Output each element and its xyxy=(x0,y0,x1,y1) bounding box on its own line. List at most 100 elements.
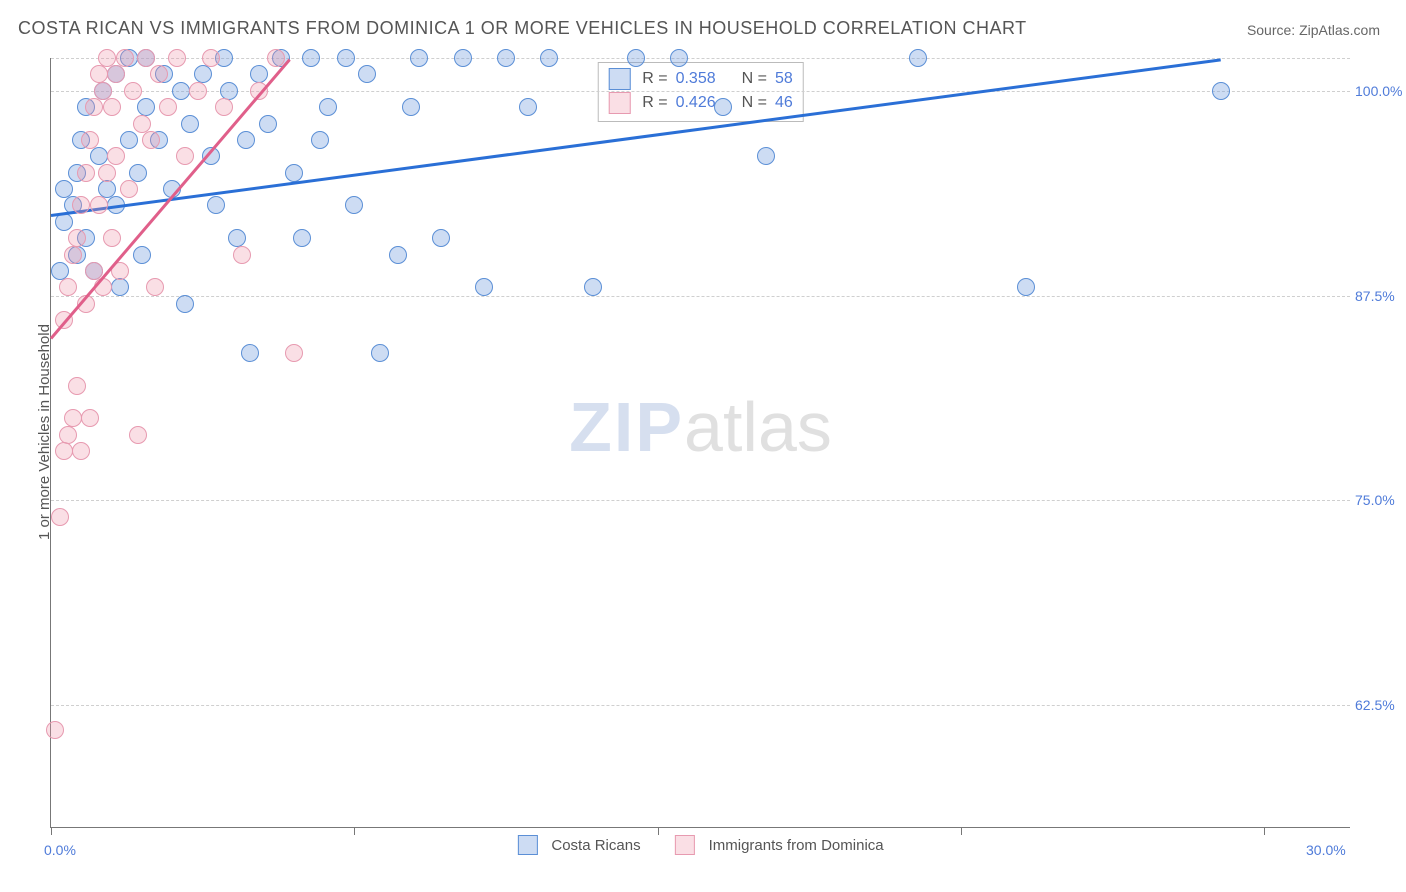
scatter-point-series-0 xyxy=(757,147,775,165)
gridline xyxy=(51,705,1350,706)
scatter-point-series-0 xyxy=(302,49,320,67)
scatter-point-series-0 xyxy=(319,98,337,116)
watermark-zip: ZIP xyxy=(569,388,684,466)
chart-title: COSTA RICAN VS IMMIGRANTS FROM DOMINICA … xyxy=(18,18,1027,39)
y-tick-label: 87.5% xyxy=(1355,288,1406,304)
scatter-point-series-0 xyxy=(497,49,515,67)
scatter-point-series-0 xyxy=(285,164,303,182)
gridline xyxy=(51,296,1350,297)
scatter-point-series-1 xyxy=(116,49,134,67)
x-axis-min-label: 0.0% xyxy=(44,842,76,858)
scatter-point-series-0 xyxy=(111,278,129,296)
gridline xyxy=(51,58,1350,59)
scatter-point-series-0 xyxy=(181,115,199,133)
gridline xyxy=(51,500,1350,501)
scatter-point-series-0 xyxy=(51,262,69,280)
legend-r-label: R = xyxy=(642,67,667,91)
scatter-point-series-0 xyxy=(432,229,450,247)
scatter-point-series-0 xyxy=(714,98,732,116)
scatter-point-series-0 xyxy=(1212,82,1230,100)
scatter-point-series-0 xyxy=(371,344,389,362)
scatter-point-series-1 xyxy=(215,98,233,116)
scatter-point-series-1 xyxy=(59,426,77,444)
scatter-point-series-0 xyxy=(194,65,212,83)
watermark-atlas: atlas xyxy=(684,388,832,466)
scatter-point-series-0 xyxy=(137,98,155,116)
watermark: ZIPatlas xyxy=(569,387,832,467)
scatter-point-series-1 xyxy=(103,229,121,247)
y-tick-label: 100.0% xyxy=(1355,83,1406,99)
scatter-point-series-1 xyxy=(103,98,121,116)
scatter-point-series-0 xyxy=(55,180,73,198)
x-tick-mark xyxy=(354,827,355,835)
scatter-point-series-1 xyxy=(98,49,116,67)
scatter-point-series-1 xyxy=(98,164,116,182)
scatter-point-series-1 xyxy=(81,409,99,427)
legend-r-value-1: 0.426 xyxy=(676,91,716,115)
scatter-point-series-1 xyxy=(68,377,86,395)
legend-stats-box: R = 0.358 N = 58 R = 0.426 N = 46 xyxy=(597,62,804,122)
swatch-series-1 xyxy=(608,92,630,114)
scatter-point-series-1 xyxy=(90,196,108,214)
scatter-point-series-1 xyxy=(81,131,99,149)
legend-label-series-0: Costa Ricans xyxy=(551,837,640,854)
scatter-point-series-0 xyxy=(98,180,116,198)
scatter-point-series-0 xyxy=(1017,278,1035,296)
scatter-point-series-1 xyxy=(72,196,90,214)
swatch-series-0 xyxy=(517,835,537,855)
scatter-point-series-0 xyxy=(250,65,268,83)
scatter-point-series-1 xyxy=(146,278,164,296)
scatter-point-series-1 xyxy=(72,442,90,460)
legend-label-series-1: Immigrants from Dominica xyxy=(709,837,884,854)
scatter-point-series-1 xyxy=(202,49,220,67)
x-tick-mark xyxy=(961,827,962,835)
scatter-point-series-0 xyxy=(207,196,225,214)
scatter-point-series-1 xyxy=(90,65,108,83)
scatter-point-series-1 xyxy=(51,508,69,526)
scatter-point-series-1 xyxy=(129,426,147,444)
scatter-point-series-1 xyxy=(233,246,251,264)
scatter-point-series-1 xyxy=(107,65,125,83)
y-tick-label: 75.0% xyxy=(1355,492,1406,508)
scatter-point-series-1 xyxy=(64,246,82,264)
scatter-point-series-0 xyxy=(90,147,108,165)
scatter-point-series-1 xyxy=(150,65,168,83)
scatter-point-series-0 xyxy=(241,344,259,362)
gridline xyxy=(51,91,1350,92)
scatter-point-series-0 xyxy=(909,49,927,67)
scatter-point-series-0 xyxy=(345,196,363,214)
scatter-point-series-1 xyxy=(189,82,207,100)
x-axis-max-label: 30.0% xyxy=(1306,842,1346,858)
swatch-series-1 xyxy=(675,835,695,855)
scatter-point-series-0 xyxy=(584,278,602,296)
scatter-point-series-0 xyxy=(293,229,311,247)
legend-row-series-1: R = 0.426 N = 46 xyxy=(608,91,793,115)
scatter-point-series-0 xyxy=(475,278,493,296)
legend-n-value-0: 58 xyxy=(775,67,793,91)
legend-r-label: R = xyxy=(642,91,667,115)
scatter-point-series-1 xyxy=(120,180,138,198)
scatter-point-series-0 xyxy=(519,98,537,116)
scatter-point-series-1 xyxy=(64,409,82,427)
scatter-point-series-0 xyxy=(176,295,194,313)
scatter-point-series-0 xyxy=(133,246,151,264)
scatter-point-series-0 xyxy=(454,49,472,67)
scatter-point-series-1 xyxy=(124,82,142,100)
scatter-point-series-0 xyxy=(358,65,376,83)
scatter-point-series-0 xyxy=(337,49,355,67)
scatter-point-series-0 xyxy=(228,229,246,247)
scatter-point-series-1 xyxy=(142,131,160,149)
scatter-point-series-1 xyxy=(46,721,64,739)
scatter-point-series-0 xyxy=(311,131,329,149)
chart-plot-area: ZIPatlas R = 0.358 N = 58 R = 0.426 N = … xyxy=(50,58,1350,828)
scatter-point-series-0 xyxy=(172,82,190,100)
scatter-point-series-0 xyxy=(389,246,407,264)
scatter-point-series-1 xyxy=(94,82,112,100)
swatch-series-0 xyxy=(608,68,630,90)
source-label: Source: ZipAtlas.com xyxy=(1247,22,1380,38)
y-tick-label: 62.5% xyxy=(1355,697,1406,713)
legend-n-label: N = xyxy=(742,67,767,91)
scatter-point-series-1 xyxy=(168,49,186,67)
legend-n-value-1: 46 xyxy=(775,91,793,115)
scatter-point-series-1 xyxy=(133,115,151,133)
